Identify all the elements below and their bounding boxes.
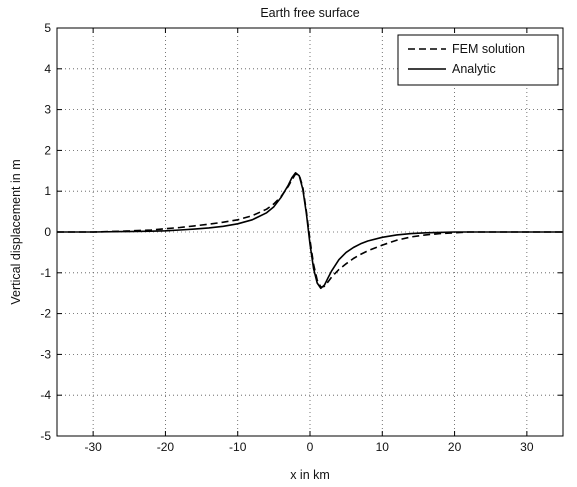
legend: FEM solution Analytic	[397, 34, 559, 86]
y-tick-label: 4	[44, 62, 51, 76]
series-layer	[57, 172, 563, 290]
x-tick-label: 20	[448, 440, 462, 454]
chart-title: Earth free surface	[260, 6, 359, 20]
x-tick-label: -10	[229, 440, 247, 454]
y-tick-label: 3	[44, 103, 51, 117]
legend-label-0: FEM solution	[452, 42, 525, 56]
y-tick-label: 5	[44, 21, 51, 35]
series-line-1	[57, 172, 563, 290]
x-tick-label: 30	[520, 440, 534, 454]
x-tick-label: -30	[84, 440, 102, 454]
x-axis-label: x in km	[290, 468, 330, 482]
series-line-0	[57, 173, 563, 288]
y-tick-label: -3	[40, 347, 51, 361]
y-tick-label: -2	[40, 307, 51, 321]
x-tick-label: -20	[157, 440, 175, 454]
y-tick-label: 2	[44, 143, 51, 157]
y-tick-label: 1	[44, 184, 51, 198]
legend-box	[397, 34, 559, 86]
y-tick-label: -4	[40, 388, 51, 402]
x-tick-label: 0	[307, 440, 314, 454]
x-tick-label: 10	[376, 440, 390, 454]
y-tick-label: -5	[40, 429, 51, 443]
y-tick-label: -1	[40, 266, 51, 280]
legend-label-1: Analytic	[452, 62, 496, 76]
y-tick-label: 0	[44, 225, 51, 239]
y-axis-label: Vertical displacement in m	[9, 159, 23, 304]
